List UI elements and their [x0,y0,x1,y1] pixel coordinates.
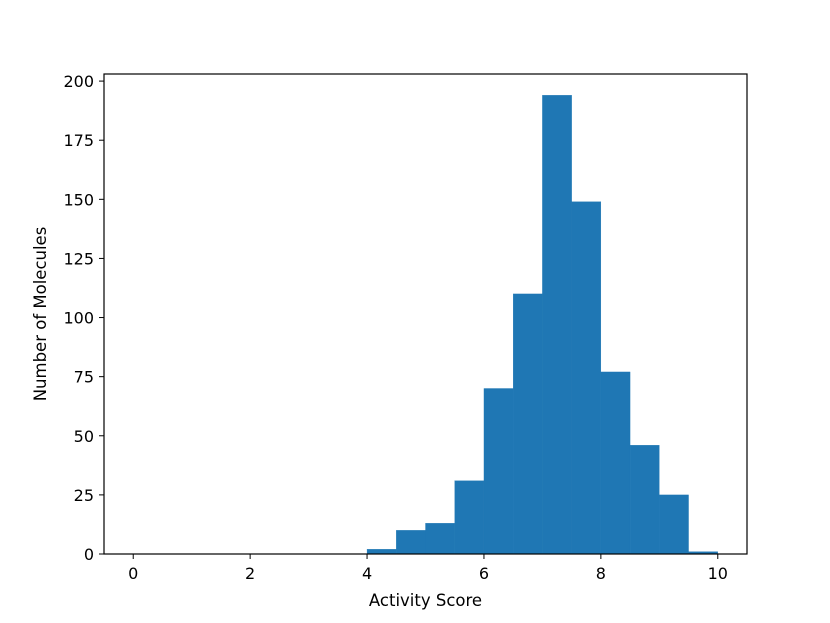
x-tick-label: 4 [362,564,372,583]
y-tick-label: 0 [84,545,94,564]
x-tick-label: 2 [245,564,255,583]
histogram-bar-9 [629,445,660,555]
y-tick-label: 100 [63,309,94,328]
x-axis-label: Activity Score [369,591,482,610]
y-tick-label: 75 [74,368,94,387]
histogram-bar-7 [571,201,602,555]
y-tick-label: 200 [63,72,94,91]
histogram-bar-5 [513,293,543,555]
histogram-bars [366,95,718,555]
plot-frame [103,73,748,555]
histogram-bar-0 [366,549,397,555]
x-tick-label: 6 [479,564,489,583]
y-axis-label: Number of Molecules [31,227,50,402]
y-tick-label: 50 [74,427,94,446]
histogram-bar-6 [542,95,572,555]
histogram-bar-2 [425,523,455,555]
histogram-bar-8 [600,371,631,555]
x-tick-label: 10 [708,564,728,583]
x-tick-label: 8 [596,564,606,583]
y-axis-ticks: 0 25 50 75 100 125 150 175 200 [63,72,104,564]
y-tick-label: 125 [63,249,94,268]
y-tick-label: 175 [63,131,94,150]
y-tick-label: 150 [63,190,94,209]
x-axis-ticks: 0 2 4 6 8 10 [128,554,728,583]
histogram-bar-1 [396,530,426,555]
histogram-bar-4 [483,388,514,555]
histogram-bar-10 [659,494,689,555]
y-tick-label: 25 [74,486,94,505]
histogram-bar-3 [454,480,485,555]
x-tick-label: 0 [128,564,138,583]
